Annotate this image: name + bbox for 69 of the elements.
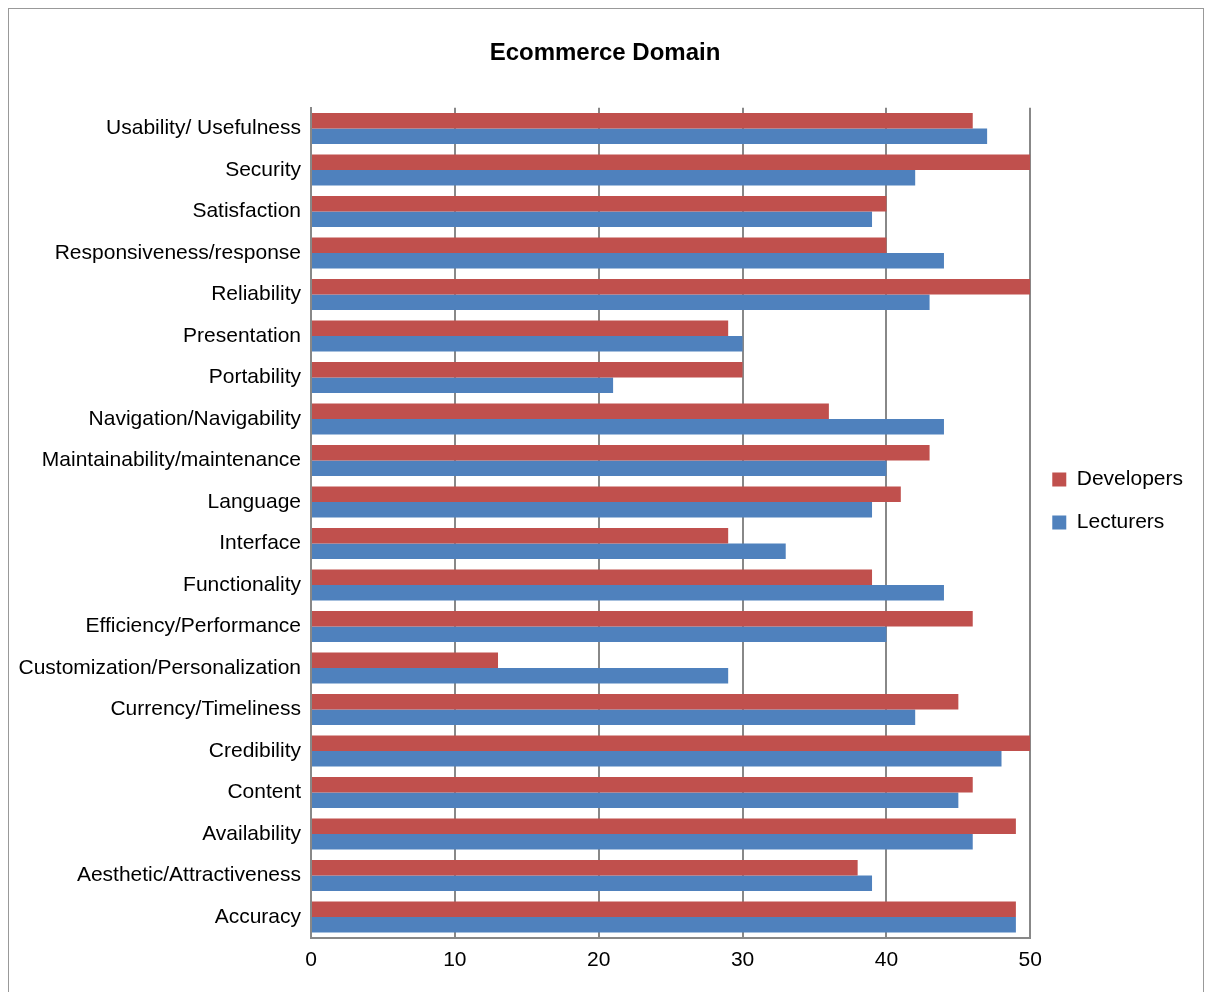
bar <box>312 444 930 461</box>
bar <box>312 195 887 212</box>
y-tick-label: Language <box>207 488 301 512</box>
bar <box>312 610 973 627</box>
bar <box>312 320 729 337</box>
bar <box>312 377 614 394</box>
bar <box>312 294 930 311</box>
bar <box>312 154 1031 171</box>
bar <box>312 834 973 850</box>
bar <box>312 776 973 793</box>
y-tick-label: Aesthetic/Attractiveness <box>76 862 301 886</box>
bar <box>312 818 1016 835</box>
y-tick-label: Navigation/Navigability <box>88 405 302 429</box>
bar <box>312 460 887 477</box>
bar <box>312 859 858 876</box>
bar <box>312 792 959 809</box>
bar <box>312 237 887 254</box>
bar <box>312 336 743 352</box>
y-tick-label: Credibility <box>208 737 302 761</box>
bar <box>312 253 944 269</box>
chart-title: Ecommerce Domain <box>489 38 721 66</box>
y-tick-label: Accuracy <box>214 903 302 927</box>
bar <box>312 170 916 186</box>
legend-label: Lecturers <box>1076 509 1165 533</box>
bar <box>312 875 873 892</box>
y-tick-label: Reliability <box>211 281 302 305</box>
bar <box>312 403 829 420</box>
y-tick-label: Currency/Timeliness <box>110 696 301 720</box>
x-tick-label: 0 <box>305 947 317 971</box>
y-tick-label: Usability/ Usefulness <box>106 115 301 139</box>
bar <box>312 735 1031 752</box>
y-tick-label: Interface <box>219 530 301 554</box>
bar <box>312 502 873 518</box>
bar <box>312 419 944 435</box>
bar <box>312 652 499 669</box>
y-tick-label: Maintainability/maintenance <box>41 447 301 471</box>
bar <box>312 626 887 643</box>
bar <box>312 211 873 228</box>
y-tick-label: Security <box>225 156 302 180</box>
bar <box>312 527 729 544</box>
bar <box>312 585 944 601</box>
y-tick-label: Content <box>227 779 302 803</box>
bar <box>312 901 1016 918</box>
bar <box>312 361 743 378</box>
bar <box>312 112 973 129</box>
y-tick-label: Functionality <box>183 571 302 595</box>
bar <box>312 569 873 586</box>
y-tick-label: Presentation <box>183 322 301 346</box>
bar <box>312 278 1031 295</box>
x-tick-label: 40 <box>874 947 899 971</box>
bar <box>312 486 901 503</box>
y-tick-label: Satisfaction <box>192 198 301 222</box>
x-tick-label: 30 <box>730 947 755 971</box>
y-tick-label: Efficiency/Performance <box>85 613 301 637</box>
bar <box>312 693 959 710</box>
bar <box>312 543 786 560</box>
x-tick-label: 50 <box>1018 947 1042 971</box>
legend-label: Developers <box>1076 466 1184 490</box>
y-tick-label: Customization/Personalization <box>18 654 301 678</box>
x-tick-label: 10 <box>443 947 467 971</box>
y-tick-label: Responsiveness/response <box>54 239 301 263</box>
bar <box>312 751 1002 767</box>
bar <box>312 917 1016 933</box>
y-tick-label: Portability <box>208 364 302 388</box>
bar <box>312 128 988 145</box>
bar <box>312 709 916 726</box>
bar <box>312 668 729 684</box>
y-tick-label: Availability <box>202 820 302 844</box>
x-tick-label: 20 <box>587 947 611 971</box>
